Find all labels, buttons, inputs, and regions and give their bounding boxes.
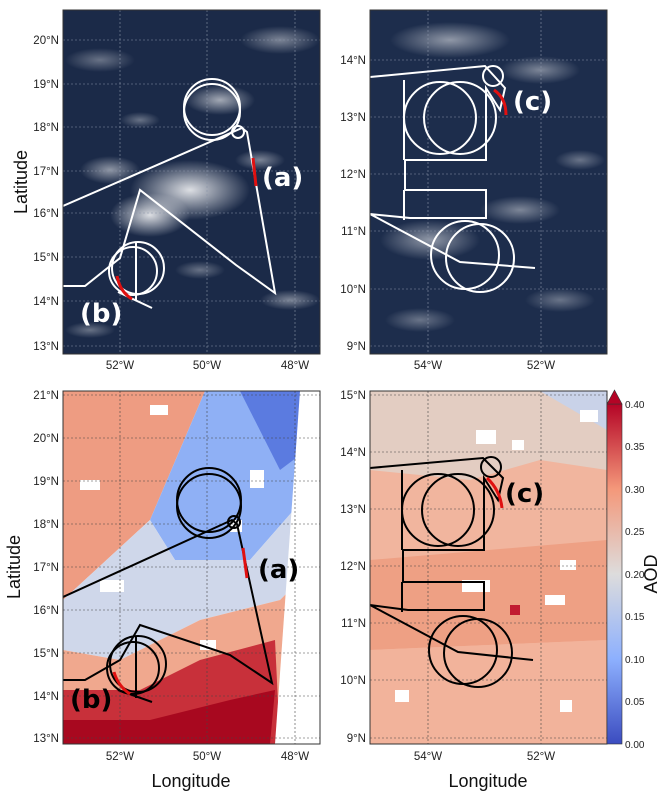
gridlines [370, 391, 607, 744]
y-tick: 14°N [340, 447, 366, 459]
colorbar-tick: 0.10 [625, 655, 645, 666]
y-tick: 9°N [347, 341, 366, 353]
x-tick: 52°W [106, 360, 134, 372]
x-tick: 52°W [527, 751, 555, 763]
label-b: (b) [70, 685, 112, 715]
panel-top-left: (a) (b) 52°W 50°W 48°W 13°N 14°N 15°N 16… [11, 9, 321, 372]
x-tick: 50°W [193, 360, 221, 372]
colorbar-tick: 0.35 [625, 442, 645, 453]
colorbar-tick: 0.15 [625, 612, 645, 623]
y-tick: 16°N [33, 605, 59, 617]
x-axis-label: Longitude [448, 771, 527, 791]
x-tick: 48°W [281, 751, 309, 763]
colorbar-ticks: 0.00 0.05 0.10 0.15 0.20 0.25 0.30 0.35 … [625, 400, 645, 751]
y-tick: 17°N [33, 562, 59, 574]
y-tick: 19°N [33, 476, 59, 488]
label-c: (c) [505, 479, 544, 509]
x-ticks: 52°W 50°W 48°W [106, 360, 309, 372]
colorbar: 0.00 0.05 0.10 0.15 0.20 0.25 0.30 0.35 … [606, 389, 661, 751]
y-tick: 10°N [340, 675, 366, 687]
segment-b [112, 671, 131, 696]
y-tick: 15°N [33, 252, 59, 264]
x-tick: 54°W [414, 360, 442, 372]
colorbar-extend-arrow [606, 389, 623, 405]
y-axis-label: Latitude [11, 150, 31, 214]
label-c: (c) [513, 87, 552, 117]
panel-frame [62, 390, 321, 745]
flight-track [370, 64, 536, 293]
aod-field [370, 391, 607, 744]
label-a: (a) [262, 163, 303, 193]
colorbar-tick: 0.40 [625, 400, 645, 411]
segment-a [251, 157, 258, 187]
x-ticks: 54°W 52°W [414, 360, 555, 372]
y-tick: 14°N [33, 691, 59, 703]
x-ticks: 52°W 50°W 48°W [106, 751, 309, 763]
y-tick: 13°N [340, 504, 366, 516]
segment-b [115, 275, 133, 301]
x-axis-label: Longitude [151, 771, 230, 791]
segment-a [241, 547, 249, 579]
colorbar-tick: 0.05 [625, 697, 645, 708]
panel-bottom-left: (a) (b) 52°W 50°W 48°W 13°N 14°N 15°N 16… [4, 390, 321, 791]
x-tick: 48°W [281, 360, 309, 372]
y-tick: 18°N [33, 122, 59, 134]
y-ticks: 9°N 10°N 11°N 12°N 13°N 14°N 15°N [340, 390, 366, 745]
y-tick: 17°N [33, 166, 59, 178]
x-ticks: 54°W 52°W [414, 751, 555, 763]
x-tick: 50°W [193, 751, 221, 763]
y-tick: 15°N [340, 390, 366, 402]
y-tick: 12°N [340, 169, 366, 181]
y-tick: 14°N [340, 55, 366, 67]
y-tick: 16°N [33, 208, 59, 220]
y-tick: 13°N [33, 341, 59, 353]
flight-track [63, 467, 274, 703]
panel-frame [62, 9, 321, 355]
y-tick: 13°N [340, 112, 366, 124]
gridlines [370, 10, 607, 354]
y-tick: 20°N [33, 433, 59, 445]
y-tick: 11°N [341, 618, 366, 630]
y-ticks: 9°N 10°N 11°N 12°N 13°N 14°N [340, 55, 366, 353]
segment-c [493, 88, 508, 116]
panel-bottom-right: (c) 54°W 52°W 9°N 10°N 11°N 12°N 13°N 14… [340, 390, 608, 791]
y-tick: 14°N [33, 296, 59, 308]
flight-track [63, 78, 277, 309]
colorbar-tick: 0.20 [625, 570, 645, 581]
y-tick: 19°N [33, 79, 59, 91]
y-tick: 20°N [33, 35, 59, 47]
gridlines [63, 391, 320, 744]
label-b: (b) [80, 299, 122, 329]
colorbar-tick: 0.00 [625, 740, 645, 751]
cloud-layer [65, 26, 320, 338]
colorbar-tick: 0.25 [625, 527, 645, 538]
y-axis-label: Latitude [4, 535, 24, 599]
y-tick: 12°N [340, 561, 366, 573]
colorbar-scale [606, 403, 623, 745]
y-tick: 9°N [347, 733, 366, 745]
y-ticks: 13°N 14°N 15°N 16°N 17°N 18°N 19°N 20°N [33, 35, 59, 353]
x-tick: 52°W [106, 751, 134, 763]
y-ticks: 13°N 14°N 15°N 16°N 17°N 18°N 19°N 20°N … [33, 390, 59, 745]
x-tick: 52°W [527, 360, 555, 372]
label-a: (a) [258, 555, 299, 585]
y-tick: 13°N [33, 733, 59, 745]
y-tick: 11°N [341, 226, 366, 238]
colorbar-label: AOD [641, 554, 661, 593]
y-tick: 10°N [340, 284, 366, 296]
y-tick: 15°N [33, 648, 59, 660]
y-tick: 18°N [33, 519, 59, 531]
flight-track [370, 456, 534, 688]
colorbar-tick: 0.30 [625, 485, 645, 496]
panel-top-right: (c) 54°W 52°W 9°N 10°N 11°N 12°N 13°N 14… [340, 9, 608, 372]
y-tick: 21°N [33, 390, 59, 402]
cloud-layer [380, 22, 605, 332]
segment-c [485, 476, 504, 509]
aod-field [63, 391, 320, 744]
panel-frame [369, 9, 608, 355]
x-tick: 54°W [414, 751, 442, 763]
